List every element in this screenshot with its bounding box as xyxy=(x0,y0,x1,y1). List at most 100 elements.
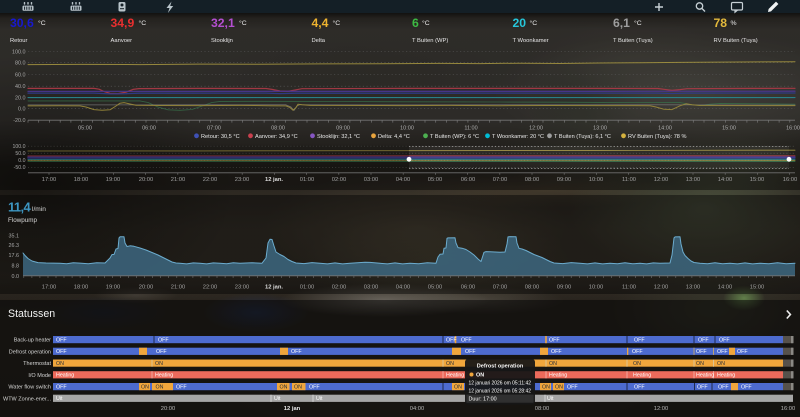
svg-text:08:00: 08:00 xyxy=(271,126,285,132)
svg-text:ON: ON xyxy=(454,384,462,390)
svg-text:OFF: OFF xyxy=(176,384,187,390)
svg-text:20:00: 20:00 xyxy=(139,285,154,291)
svg-text:05:00: 05:00 xyxy=(78,126,92,132)
svg-text:°C: °C xyxy=(333,19,341,27)
svg-text:Heating: Heating xyxy=(696,373,714,379)
svg-text:°C: °C xyxy=(239,19,247,27)
svg-text:09:00: 09:00 xyxy=(336,126,350,132)
svg-text:-50.0: -50.0 xyxy=(14,165,26,171)
svg-text:6: 6 xyxy=(412,16,419,30)
svg-text:ON: ON xyxy=(446,361,454,367)
svg-text:Defrost operation: Defrost operation xyxy=(9,349,51,355)
svg-text:OFF: OFF xyxy=(56,337,67,343)
svg-text:0.0: 0.0 xyxy=(18,107,26,113)
svg-text:OFF: OFF xyxy=(549,337,560,343)
svg-text:22:00: 22:00 xyxy=(203,177,218,183)
svg-text:ON: ON xyxy=(294,384,302,390)
svg-text:Heating: Heating xyxy=(549,373,567,379)
svg-text:80.0: 80.0 xyxy=(15,61,26,67)
svg-text:05:00: 05:00 xyxy=(428,177,443,183)
svg-text:ON: ON xyxy=(696,361,704,367)
svg-text:Water flow switch: Water flow switch xyxy=(8,385,51,391)
svg-text:Heating: Heating xyxy=(155,373,173,379)
svg-text:ON: ON xyxy=(555,384,563,390)
svg-text:°C: °C xyxy=(422,19,430,27)
svg-text:6,1: 6,1 xyxy=(613,16,630,30)
svg-text:17:00: 17:00 xyxy=(42,177,57,183)
svg-text:OFF: OFF xyxy=(309,384,320,390)
svg-text:Aanvoer: Aanvoer xyxy=(111,38,133,44)
svg-text:19:00: 19:00 xyxy=(106,177,121,183)
svg-text:OFF: OFF xyxy=(291,349,302,355)
svg-text:05:00: 05:00 xyxy=(428,285,443,291)
svg-text:OFF: OFF xyxy=(56,384,67,390)
svg-text:09:00: 09:00 xyxy=(557,285,572,291)
svg-text:12 januari 2026 om 05:11:42: 12 januari 2026 om 05:11:42 xyxy=(469,381,532,387)
svg-text:03:00: 03:00 xyxy=(364,285,379,291)
svg-text:20:00: 20:00 xyxy=(139,177,154,183)
svg-text:OFF: OFF xyxy=(719,337,730,343)
svg-text:OFF: OFF xyxy=(717,349,728,355)
svg-text:11:00: 11:00 xyxy=(622,177,636,183)
svg-text:T Buiten (Tuya): 6,1 °C: T Buiten (Tuya): 6,1 °C xyxy=(554,134,611,140)
svg-text:Uit: Uit xyxy=(316,396,323,402)
svg-text:15:00: 15:00 xyxy=(750,285,765,291)
svg-text:11:00: 11:00 xyxy=(622,285,636,291)
svg-text:OFF: OFF xyxy=(634,337,645,343)
svg-text:26.3: 26.3 xyxy=(9,243,20,249)
svg-text:ON: ON xyxy=(156,384,164,390)
svg-text:12 januari 2026 om 05:28:42: 12 januari 2026 om 05:28:42 xyxy=(469,389,532,395)
svg-text:Thermostat: Thermostat xyxy=(23,361,51,367)
svg-text:13:00: 13:00 xyxy=(686,177,701,183)
svg-text:l/min: l/min xyxy=(32,206,46,213)
svg-text:Statussen: Statussen xyxy=(8,308,55,320)
svg-text:100.0: 100.0 xyxy=(13,144,26,150)
svg-text:OFF: OFF xyxy=(56,349,67,355)
svg-text:01:00: 01:00 xyxy=(300,285,315,291)
svg-text:60.0: 60.0 xyxy=(15,72,26,78)
svg-text:10:00: 10:00 xyxy=(589,285,604,291)
svg-text:T Buiten (Tuya): T Buiten (Tuya) xyxy=(613,38,653,44)
svg-text:ON: ON xyxy=(141,384,149,390)
svg-text:32,1: 32,1 xyxy=(211,16,235,30)
svg-text:°C: °C xyxy=(530,19,538,27)
svg-text:Heating: Heating xyxy=(56,373,74,379)
svg-text:13:00: 13:00 xyxy=(686,285,701,291)
svg-text:08:00: 08:00 xyxy=(535,406,550,412)
svg-text:OFF: OFF xyxy=(741,384,752,390)
svg-text:07:00: 07:00 xyxy=(493,177,508,183)
svg-text:20.0: 20.0 xyxy=(15,95,26,101)
svg-text:01:00: 01:00 xyxy=(300,177,315,183)
svg-text:06:00: 06:00 xyxy=(461,177,476,183)
svg-text:Uit: Uit xyxy=(56,396,63,402)
svg-text:OFF: OFF xyxy=(718,384,729,390)
svg-text:%: % xyxy=(731,20,737,27)
svg-text:06:00: 06:00 xyxy=(461,285,476,291)
svg-text:22:00: 22:00 xyxy=(203,285,218,291)
svg-text:06:00: 06:00 xyxy=(142,126,156,132)
svg-text:4,4: 4,4 xyxy=(312,16,329,30)
svg-text:OFF: OFF xyxy=(737,349,748,355)
svg-text:21:00: 21:00 xyxy=(171,177,186,183)
svg-text:30,6: 30,6 xyxy=(10,16,34,30)
svg-text:Back-up heater: Back-up heater xyxy=(14,338,51,344)
svg-text:Uit: Uit xyxy=(547,396,554,402)
svg-text:ON: ON xyxy=(155,361,163,367)
svg-text:23:00: 23:00 xyxy=(235,285,250,291)
svg-text:10:00: 10:00 xyxy=(589,177,604,183)
svg-text:OFF: OFF xyxy=(697,384,708,390)
svg-text:11:00: 11:00 xyxy=(464,126,477,132)
svg-text:20:00: 20:00 xyxy=(161,406,176,412)
svg-text:OFF: OFF xyxy=(461,337,472,343)
svg-text:OFF: OFF xyxy=(567,384,578,390)
svg-text:OFF: OFF xyxy=(634,384,645,390)
svg-text:OFF: OFF xyxy=(698,337,709,343)
svg-text:RV Buiten (Tuya): 78 %: RV Buiten (Tuya): 78 % xyxy=(628,134,686,140)
svg-text:OFF: OFF xyxy=(696,349,707,355)
svg-text:18:00: 18:00 xyxy=(74,285,89,291)
svg-text:Retour: Retour xyxy=(10,38,27,44)
svg-text:-20.0: -20.0 xyxy=(13,118,25,124)
svg-text:40.0: 40.0 xyxy=(15,84,26,90)
svg-text:0.0: 0.0 xyxy=(18,158,25,164)
svg-text:12:00: 12:00 xyxy=(654,406,669,412)
